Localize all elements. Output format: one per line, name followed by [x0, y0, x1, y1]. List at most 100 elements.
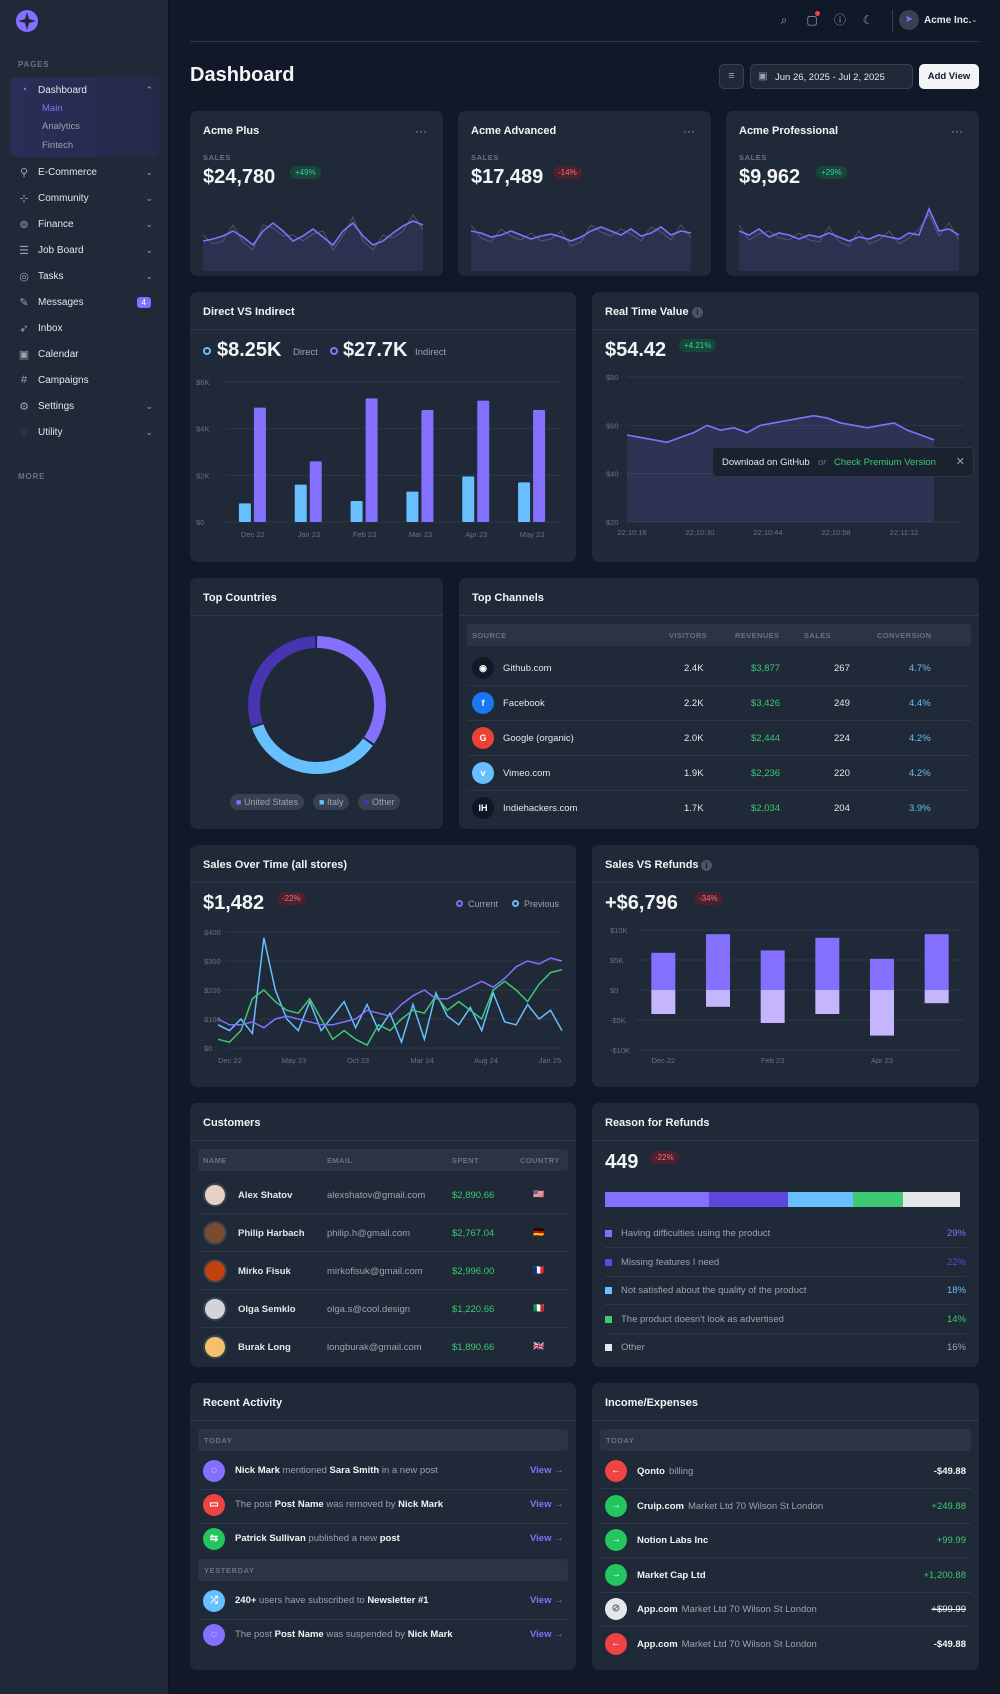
bar-refunds[interactable]	[760, 990, 785, 1023]
more-options-icon[interactable]: ···	[683, 124, 695, 138]
chevron-down-icon[interactable]: ⌄	[145, 426, 153, 437]
sidebar-item-settings[interactable]: ⚙ Settings ⌄	[10, 393, 159, 419]
bar-sales[interactable]	[870, 958, 894, 990]
bar-sales[interactable]	[651, 952, 676, 990]
transaction-description[interactable]: Notion Labs Inc	[637, 1535, 712, 1546]
legend-united-states[interactable]: ■ United States	[230, 794, 304, 810]
account-avatar[interactable]: ➤	[899, 10, 919, 30]
bar-refunds[interactable]	[706, 990, 730, 1007]
bar-direct[interactable]	[462, 476, 475, 523]
reason-bar-segment[interactable]	[902, 1192, 961, 1207]
logo-icon[interactable]	[16, 10, 38, 32]
legend-previous[interactable]: Previous	[524, 899, 560, 909]
reason-bar-segment[interactable]	[605, 1192, 710, 1207]
transaction-description[interactable]: App.com Market Ltd 70 Wilson St London	[637, 1604, 817, 1615]
bar-direct[interactable]	[406, 491, 419, 522]
column-header[interactable]: SOURCE	[472, 631, 507, 640]
bar-sales[interactable]	[760, 950, 785, 990]
chevron-down-icon[interactable]: ⌄	[145, 166, 153, 177]
sidebar-sub-fintech[interactable]: Fintech	[42, 140, 74, 151]
customer-name[interactable]: Burak Long	[238, 1342, 291, 1353]
column-header[interactable]: VISITORS	[669, 631, 708, 640]
bar-direct[interactable]	[294, 484, 307, 522]
chevron-down-icon[interactable]: ⌄	[145, 218, 153, 229]
sidebar-item-job-board[interactable]: ☰ Job Board ⌄	[10, 237, 159, 263]
premium-link[interactable]: Check Premium Version	[834, 457, 936, 468]
column-header[interactable]: COUNTRY	[520, 1156, 560, 1165]
bar-direct[interactable]	[238, 503, 251, 522]
bar-refunds[interactable]	[870, 990, 894, 1036]
column-header[interactable]: SALES	[804, 631, 832, 640]
bar-indirect[interactable]	[365, 398, 378, 522]
reason-bar-segment[interactable]	[788, 1192, 853, 1207]
sidebar-item-community[interactable]: ⊹ Community ⌄	[10, 185, 159, 211]
chevron-down-icon[interactable]: ⌄	[145, 270, 153, 281]
bar-indirect[interactable]	[309, 461, 322, 522]
view-link[interactable]: View →	[530, 1465, 564, 1476]
transaction-description[interactable]: Market Cap Ltd	[637, 1570, 710, 1581]
bar-sales[interactable]	[815, 937, 840, 990]
filter-button[interactable]: ≡	[719, 64, 744, 89]
legend-other[interactable]: ■ Other	[358, 794, 401, 810]
dark-mode-icon[interactable]: ☾	[862, 13, 874, 27]
sidebar-item-messages[interactable]: ✎ Messages 4	[10, 289, 159, 315]
column-header[interactable]: NAME	[203, 1156, 227, 1165]
channel-source[interactable]: Google (organic)	[503, 733, 574, 744]
chevron-down-icon[interactable]: ⌄	[145, 400, 153, 411]
notifications-icon[interactable]: ▢	[805, 11, 820, 27]
bar-indirect[interactable]	[421, 410, 434, 522]
donut-slice-italy[interactable]	[248, 636, 386, 774]
sidebar-sub-analytics[interactable]: Analytics	[42, 121, 81, 132]
customer-name[interactable]: Mirko Fisuk	[238, 1266, 291, 1277]
chevron-down-icon[interactable]: ⌄	[145, 192, 153, 203]
more-options-icon[interactable]: ···	[951, 124, 963, 138]
channel-source[interactable]: Github.com	[503, 663, 552, 674]
donut-slice-united-states[interactable]	[248, 636, 386, 774]
bar-direct[interactable]	[350, 501, 363, 522]
sidebar-item-e-commerce[interactable]: ⚲ E-Commerce ⌄	[10, 159, 159, 185]
bar-sales[interactable]	[706, 934, 730, 990]
sidebar-item-utility[interactable]: ◌ Utility ⌄	[10, 419, 159, 445]
sidebar-item-calendar[interactable]: ▣ Calendar	[10, 341, 159, 367]
chevron-down-icon[interactable]: ⌄	[145, 244, 153, 255]
bar-direct[interactable]	[518, 482, 531, 522]
sidebar-item-inbox[interactable]: ➶ Inbox	[10, 315, 159, 341]
customer-name[interactable]: Alex Shatov	[238, 1190, 293, 1201]
transaction-description[interactable]: App.com Market Ltd 70 Wilson St London	[637, 1639, 817, 1650]
reason-bar-segment[interactable]	[852, 1192, 903, 1207]
info-icon[interactable]: i	[701, 860, 712, 871]
transaction-description[interactable]: Qonto billing	[637, 1466, 693, 1477]
sidebar-item-dashboard[interactable]: ◔ Dashboard ⌃	[10, 77, 159, 103]
legend-current[interactable]: Current	[468, 899, 499, 909]
donut-slice-other[interactable]	[248, 636, 386, 774]
column-header[interactable]: CONVERSION	[877, 631, 932, 640]
account-name[interactable]: Acme Inc.	[924, 15, 972, 26]
view-link[interactable]: View →	[530, 1595, 564, 1606]
view-link[interactable]: View →	[530, 1499, 564, 1510]
customer-name[interactable]: Olga Semklo	[238, 1304, 296, 1315]
column-header[interactable]: EMAIL	[327, 1156, 353, 1165]
view-link[interactable]: View →	[530, 1629, 564, 1640]
sidebar-sub-main[interactable]: Main	[42, 103, 63, 114]
bar-sales[interactable]	[924, 934, 949, 990]
info-icon[interactable]: ⓘ	[833, 13, 846, 27]
column-header[interactable]: SPENT	[452, 1156, 480, 1165]
sidebar-item-tasks[interactable]: ◎ Tasks ⌄	[10, 263, 159, 289]
channel-source[interactable]: Facebook	[503, 698, 545, 709]
search-icon[interactable]: ⌕	[780, 13, 788, 27]
sidebar-item-campaigns[interactable]: # Campaigns	[10, 367, 159, 393]
bar-refunds[interactable]	[924, 990, 949, 1004]
account-chevron-icon[interactable]: ⌄	[971, 15, 978, 24]
close-icon[interactable]: ✕	[955, 456, 965, 468]
more-options-icon[interactable]: ···	[415, 124, 427, 138]
bar-refunds[interactable]	[815, 990, 840, 1014]
date-range-picker[interactable]: ▣ Jun 26, 2025 - Jul 2, 2025	[750, 64, 913, 89]
chevron-up-icon[interactable]: ⌃	[145, 84, 153, 95]
channel-source[interactable]: Indiehackers.com	[503, 803, 578, 814]
sidebar-item-finance[interactable]: ⊚ Finance ⌄	[10, 211, 159, 237]
add-view-button[interactable]: Add View	[919, 64, 979, 89]
bar-indirect[interactable]	[253, 407, 266, 522]
view-link[interactable]: View →	[530, 1533, 564, 1544]
channel-source[interactable]: Vimeo.com	[503, 768, 551, 779]
reason-bar-segment[interactable]	[709, 1192, 789, 1207]
